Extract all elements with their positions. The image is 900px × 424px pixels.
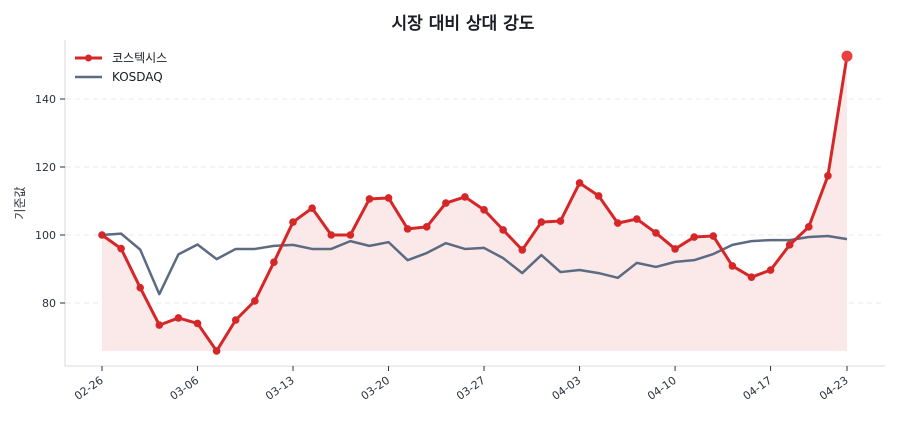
data-point-marker[interactable]: [442, 199, 450, 207]
x-tick-label: 04-03: [550, 374, 584, 403]
legend-item-stock[interactable]: 코스텍시스: [75, 51, 167, 65]
legend-item-kosdaq[interactable]: KOSDAQ: [75, 70, 163, 84]
x-tick-label: 04-17: [741, 374, 775, 403]
data-point-marker[interactable]: [461, 193, 469, 201]
data-point-marker[interactable]: [499, 226, 507, 234]
data-point-marker[interactable]: [270, 258, 278, 267]
data-point-marker[interactable]: [804, 223, 813, 231]
series-markers: [98, 50, 853, 355]
data-point-marker[interactable]: [365, 195, 374, 203]
x-tick-label: 03-06: [168, 374, 202, 403]
data-point-marker[interactable]: [346, 231, 355, 239]
stock-line: [101, 55, 849, 353]
data-point-marker[interactable]: [289, 218, 297, 226]
data-point-marker[interactable]: [690, 233, 698, 241]
data-point-marker[interactable]: [174, 314, 183, 322]
legend-label-kosdaq: KOSDAQ: [112, 70, 163, 84]
series-lines: [101, 55, 849, 353]
data-point-marker[interactable]: [747, 273, 756, 281]
data-point-marker[interactable]: [575, 179, 584, 187]
data-point-marker[interactable]: [766, 266, 775, 274]
data-point-marker[interactable]: [518, 246, 527, 254]
data-point-marker[interactable]: [652, 229, 660, 237]
data-point-marker[interactable]: [633, 215, 641, 223]
data-point-marker[interactable]: [613, 219, 622, 227]
x-tick-label: 03-13: [263, 374, 297, 403]
data-point-marker[interactable]: [671, 245, 679, 253]
data-point-marker[interactable]: [155, 321, 164, 329]
data-point-marker[interactable]: [594, 192, 603, 200]
data-point-marker[interactable]: [136, 283, 145, 292]
data-point-marker[interactable]: [480, 206, 488, 214]
x-tick-label: 03-20: [359, 374, 393, 403]
data-point-marker[interactable]: [422, 223, 431, 231]
x-tick-label: 04-23: [817, 374, 851, 403]
legend: 코스텍시스 KOSDAQ: [75, 51, 167, 84]
data-point-marker[interactable]: [384, 194, 393, 202]
data-point-marker[interactable]: [709, 232, 718, 240]
data-point-marker[interactable]: [117, 244, 125, 253]
y-tick-label: 80: [42, 297, 56, 310]
y-tick-label: 140: [35, 93, 56, 106]
y-axis-ticks: 80 100 120 140: [35, 93, 65, 310]
data-point-marker[interactable]: [193, 319, 202, 328]
data-point-marker[interactable]: [785, 241, 794, 249]
data-point-marker[interactable]: [98, 231, 106, 239]
data-point-marker[interactable]: [308, 204, 316, 212]
y-tick-label: 100: [35, 229, 56, 242]
data-point-marker[interactable]: [556, 217, 565, 225]
data-point-marker[interactable]: [231, 316, 240, 324]
y-tick-label: 120: [35, 161, 56, 174]
data-point-marker[interactable]: [403, 225, 412, 233]
data-point-marker[interactable]: [537, 218, 546, 226]
y-axis-label: 기준값: [13, 186, 27, 219]
legend-marker-icon: [85, 54, 92, 62]
data-point-marker[interactable]: [728, 262, 737, 270]
x-tick-label: 02-26: [72, 374, 106, 403]
x-axis-ticks: 02-26 03-06 03-13 03-20 03-27 04-03 04-10 04-17…: [72, 366, 851, 403]
latest-point-marker[interactable]: [841, 50, 853, 62]
data-point-marker[interactable]: [327, 231, 336, 239]
legend-label-stock: 코스텍시스: [112, 51, 167, 65]
x-tick-label: 04-10: [645, 374, 679, 403]
x-tick-label: 03-27: [454, 374, 488, 403]
data-point-marker[interactable]: [824, 172, 832, 180]
data-point-marker[interactable]: [212, 347, 221, 355]
data-point-marker[interactable]: [251, 297, 259, 305]
chart-title: 시장 대비 상대 강도: [392, 14, 535, 34]
